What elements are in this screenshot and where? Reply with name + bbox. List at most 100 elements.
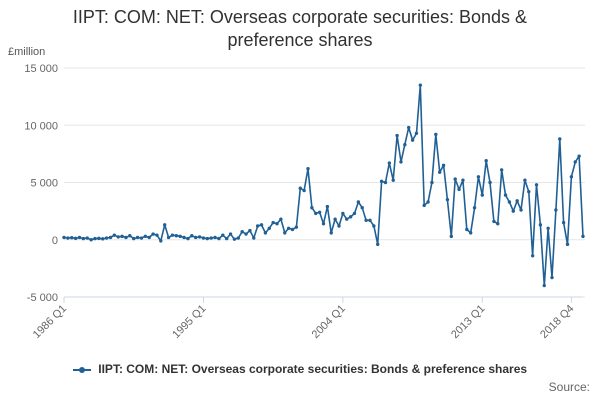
data-point	[248, 228, 252, 233]
data-point	[193, 235, 198, 240]
data-point	[124, 235, 128, 240]
y-tick-label: 0	[52, 235, 58, 247]
data-point	[554, 208, 558, 212]
data-point	[89, 238, 93, 242]
data-point	[333, 217, 337, 221]
data-point	[496, 222, 500, 226]
data-point	[290, 227, 295, 232]
data-point	[480, 193, 484, 197]
data-point	[116, 235, 120, 239]
data-point	[120, 234, 124, 239]
data-point	[310, 205, 314, 210]
data-point	[410, 138, 415, 142]
data-point	[294, 225, 299, 229]
data-point	[128, 234, 132, 238]
x-tick-label: 2004 Q1	[310, 303, 348, 341]
y-axis-ticks: -5 000 0 5 000 10 000 15 000	[24, 63, 58, 304]
data-point	[166, 235, 171, 240]
data-point	[391, 178, 395, 182]
data-point	[66, 236, 70, 240]
data-point	[147, 235, 151, 240]
data-point	[93, 236, 97, 241]
series-line	[63, 84, 584, 287]
data-point	[201, 236, 206, 240]
data-point	[73, 236, 78, 241]
data-point	[317, 210, 322, 214]
data-point	[77, 235, 82, 240]
legend-marker	[72, 364, 91, 376]
data-point	[132, 236, 136, 241]
data-point	[170, 233, 175, 237]
data-point	[503, 193, 508, 197]
data-point	[341, 211, 345, 216]
data-point	[286, 226, 291, 230]
data-point	[573, 160, 577, 164]
data-point	[108, 235, 113, 240]
data-point	[399, 160, 403, 164]
data-point	[101, 237, 105, 241]
y-axis-unit-label: £million	[8, 46, 46, 58]
data-point	[379, 179, 384, 184]
x-tick-label: 2013 Q1	[449, 303, 487, 341]
data-point	[325, 204, 330, 209]
data-point	[511, 209, 515, 213]
data-point	[174, 234, 179, 238]
data-point	[561, 220, 566, 225]
legend[interactable]: IIPT: COM: NET: Overseas corporate secur…	[0, 362, 600, 376]
data-point	[70, 235, 74, 240]
data-point	[178, 234, 182, 239]
data-point	[85, 236, 89, 240]
data-point	[426, 200, 430, 204]
data-point	[581, 234, 585, 239]
y-tick-label: -5 000	[27, 292, 58, 304]
chart-title-line-2: preference shares	[227, 30, 373, 50]
chart-title: IIPT: COM: NET: Overseas corporate secur…	[0, 6, 600, 52]
data-point	[151, 232, 155, 236]
data-point	[534, 183, 539, 187]
data-point	[368, 218, 372, 222]
gridlines	[64, 67, 585, 298]
data-point	[228, 232, 233, 236]
data-point	[546, 226, 550, 230]
data-point	[255, 224, 260, 228]
chart-title-line-1: IIPT: COM: NET: Overseas corporate secur…	[72, 7, 528, 27]
data-point	[492, 219, 496, 224]
data-point	[437, 170, 442, 174]
data-point	[283, 231, 287, 235]
data-point	[244, 232, 248, 236]
data-point	[430, 180, 434, 185]
data-point	[484, 159, 488, 163]
y-tick-label: 10 000	[24, 120, 58, 132]
data-point	[197, 235, 202, 239]
data-point	[356, 200, 361, 204]
data-point	[523, 178, 527, 182]
data-point	[252, 236, 256, 240]
data-point	[352, 211, 357, 216]
x-tick-label: 2018 Q4	[538, 303, 576, 341]
source-label: Source:	[548, 380, 590, 394]
data-point	[279, 217, 283, 221]
legend-label: IIPT: COM: NET: Overseas corporate secur…	[98, 362, 528, 376]
data-point	[275, 222, 279, 226]
data-point	[155, 233, 159, 237]
data-point	[538, 223, 543, 227]
data-point	[418, 83, 423, 87]
data-point	[321, 222, 326, 226]
data-point	[376, 242, 380, 247]
data-point	[348, 215, 353, 219]
data-point	[453, 177, 457, 181]
data-point	[499, 168, 504, 172]
data-point	[449, 234, 454, 239]
data-point	[519, 208, 523, 212]
x-tick-label: 1986 Q1	[31, 303, 69, 341]
data-point	[488, 180, 492, 185]
data-point	[558, 137, 562, 141]
data-point	[414, 131, 419, 135]
data-point	[364, 218, 368, 222]
data-point	[530, 254, 535, 258]
data-point	[441, 163, 446, 168]
data-point	[507, 200, 512, 204]
data-point	[565, 242, 570, 247]
data-point	[372, 224, 376, 228]
